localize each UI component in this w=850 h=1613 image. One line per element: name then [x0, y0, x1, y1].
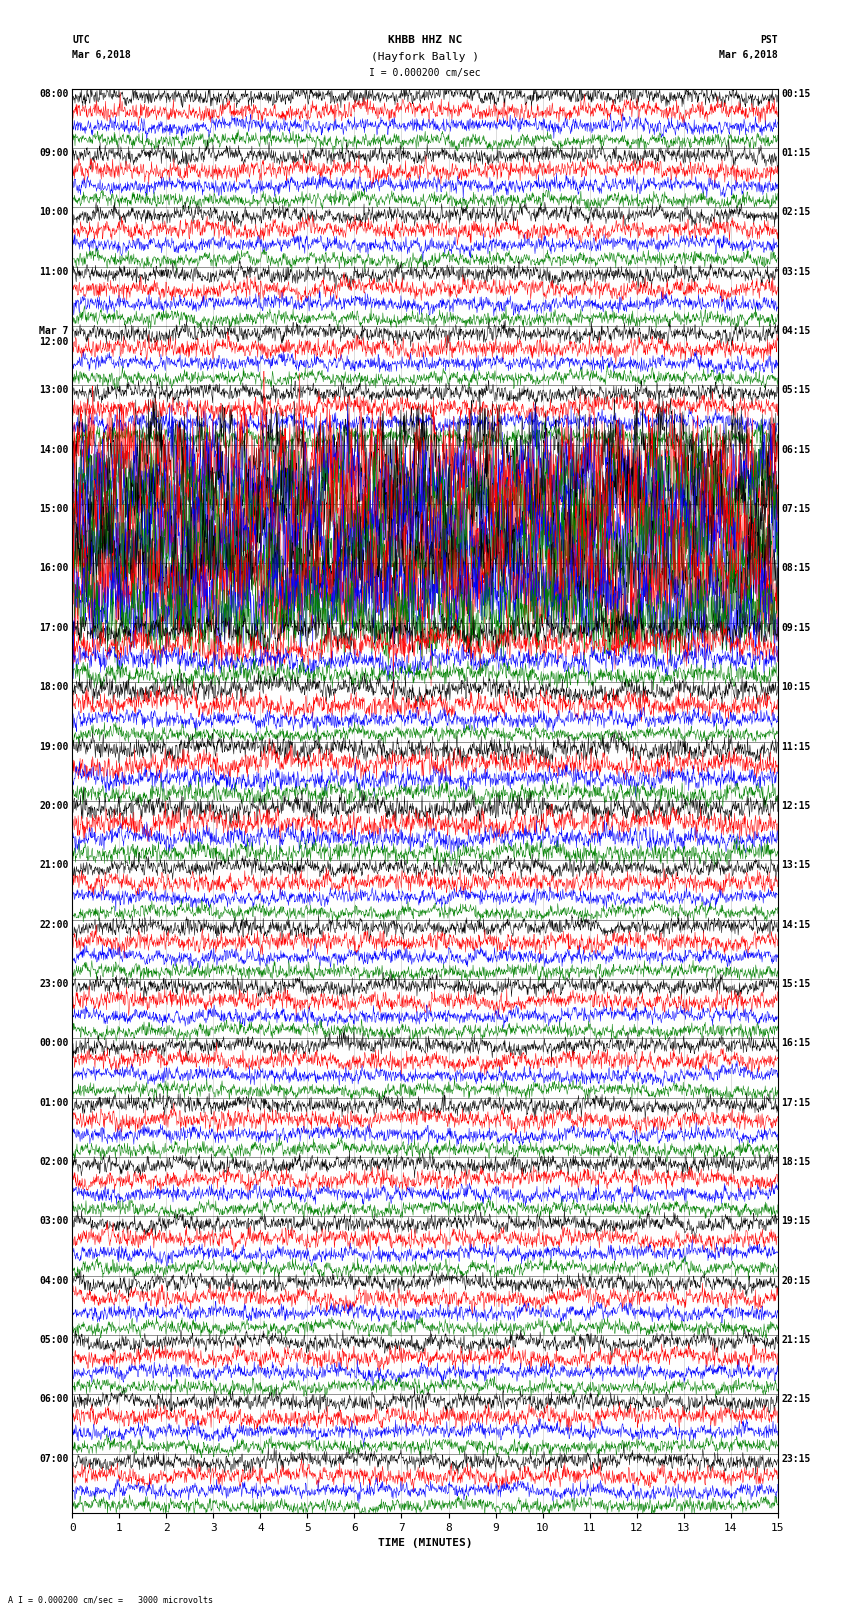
- Text: 05:15: 05:15: [781, 386, 811, 395]
- Text: 21:00: 21:00: [39, 860, 69, 869]
- Text: 00:00: 00:00: [39, 1039, 69, 1048]
- Text: 07:15: 07:15: [781, 505, 811, 515]
- Text: 12:15: 12:15: [781, 802, 811, 811]
- Text: 02:00: 02:00: [39, 1157, 69, 1166]
- Text: UTC: UTC: [72, 35, 90, 45]
- Text: 17:00: 17:00: [39, 623, 69, 632]
- Text: 02:15: 02:15: [781, 208, 811, 218]
- Text: 20:00: 20:00: [39, 802, 69, 811]
- Text: KHBB HHZ NC: KHBB HHZ NC: [388, 35, 462, 45]
- Text: 09:15: 09:15: [781, 623, 811, 632]
- Text: PST: PST: [760, 35, 778, 45]
- Text: 11:15: 11:15: [781, 742, 811, 752]
- X-axis label: TIME (MINUTES): TIME (MINUTES): [377, 1539, 473, 1548]
- Text: 00:15: 00:15: [781, 89, 811, 98]
- Text: 08:00: 08:00: [39, 89, 69, 98]
- Text: 23:00: 23:00: [39, 979, 69, 989]
- Text: (Hayfork Bally ): (Hayfork Bally ): [371, 52, 479, 61]
- Text: 06:00: 06:00: [39, 1394, 69, 1405]
- Text: 16:15: 16:15: [781, 1039, 811, 1048]
- Text: A I = 0.000200 cm/sec =   3000 microvolts: A I = 0.000200 cm/sec = 3000 microvolts: [8, 1595, 213, 1605]
- Text: 15:15: 15:15: [781, 979, 811, 989]
- Text: 16:00: 16:00: [39, 563, 69, 574]
- Text: 03:00: 03:00: [39, 1216, 69, 1226]
- Text: 19:15: 19:15: [781, 1216, 811, 1226]
- Text: 01:00: 01:00: [39, 1097, 69, 1108]
- Text: Mar 6,2018: Mar 6,2018: [719, 50, 778, 60]
- Text: 23:15: 23:15: [781, 1453, 811, 1463]
- Text: 04:15: 04:15: [781, 326, 811, 336]
- Text: 14:15: 14:15: [781, 919, 811, 929]
- Text: 18:00: 18:00: [39, 682, 69, 692]
- Text: 04:00: 04:00: [39, 1276, 69, 1286]
- Text: 07:00: 07:00: [39, 1453, 69, 1463]
- Text: 22:00: 22:00: [39, 919, 69, 929]
- Text: 09:00: 09:00: [39, 148, 69, 158]
- Text: 15:00: 15:00: [39, 505, 69, 515]
- Text: 21:15: 21:15: [781, 1336, 811, 1345]
- Text: 06:15: 06:15: [781, 445, 811, 455]
- Text: 10:15: 10:15: [781, 682, 811, 692]
- Text: 14:00: 14:00: [39, 445, 69, 455]
- Text: 22:15: 22:15: [781, 1394, 811, 1405]
- Text: 10:00: 10:00: [39, 208, 69, 218]
- Text: 20:15: 20:15: [781, 1276, 811, 1286]
- Text: 11:00: 11:00: [39, 266, 69, 277]
- Text: 19:00: 19:00: [39, 742, 69, 752]
- Text: 18:15: 18:15: [781, 1157, 811, 1166]
- Text: I = 0.000200 cm/sec: I = 0.000200 cm/sec: [369, 68, 481, 77]
- Text: 13:00: 13:00: [39, 386, 69, 395]
- Text: 01:15: 01:15: [781, 148, 811, 158]
- Text: 13:15: 13:15: [781, 860, 811, 869]
- Text: Mar 6,2018: Mar 6,2018: [72, 50, 131, 60]
- Text: 03:15: 03:15: [781, 266, 811, 277]
- Text: 17:15: 17:15: [781, 1097, 811, 1108]
- Text: 08:15: 08:15: [781, 563, 811, 574]
- Text: 05:00: 05:00: [39, 1336, 69, 1345]
- Text: Mar 7
12:00: Mar 7 12:00: [39, 326, 69, 347]
